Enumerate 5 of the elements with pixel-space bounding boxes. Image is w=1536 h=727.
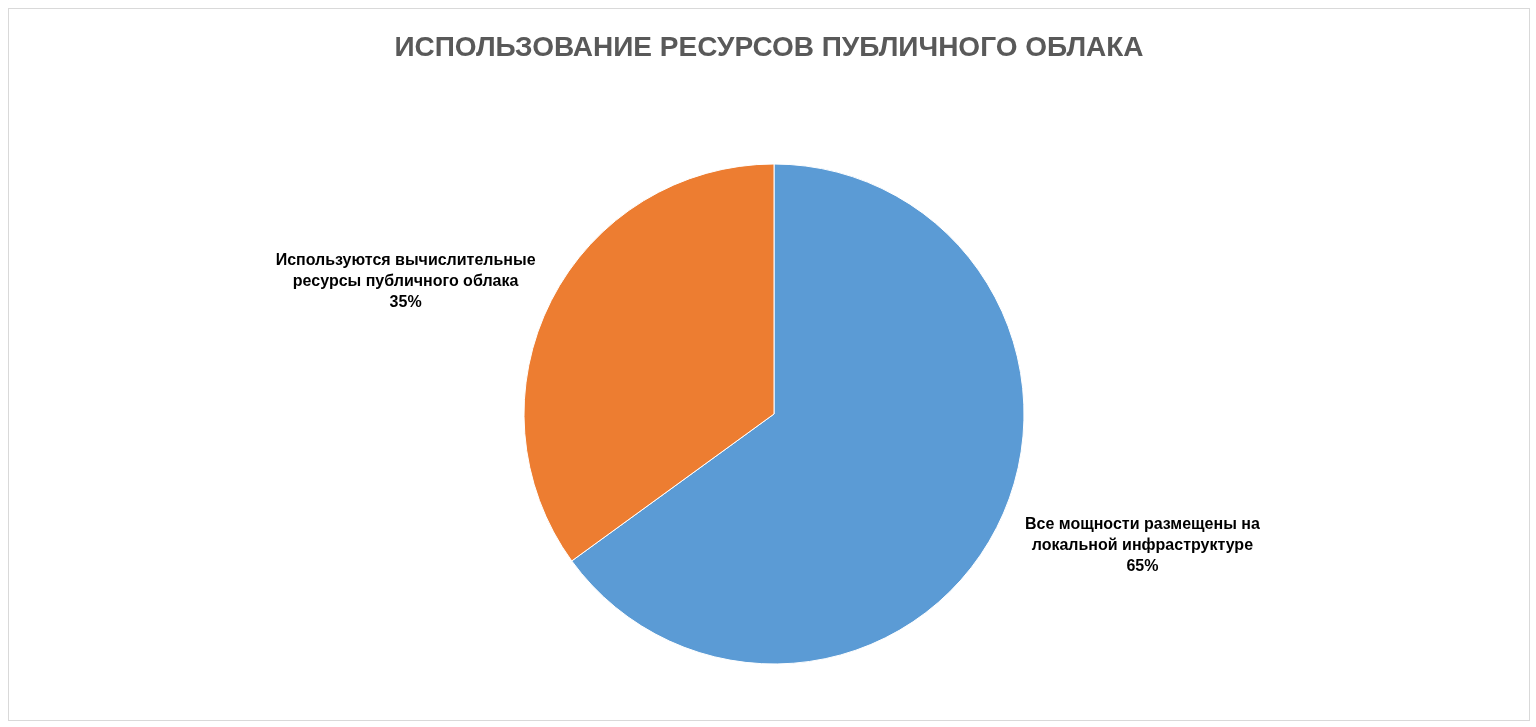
slice-label: Используются вычислительные ресурсы публичного облака [275, 251, 536, 290]
data-label: 35% [389, 293, 422, 311]
slice-label: Все мощности размещены на локальной инфраструктуре [1024, 514, 1260, 553]
chart-title: ИСПОЛЬЗОВАНИЕ РЕСУРСОВ ПУБЛИЧНОГО ОБЛАКА [393, 31, 1145, 63]
data-label: 65% [1126, 556, 1159, 574]
